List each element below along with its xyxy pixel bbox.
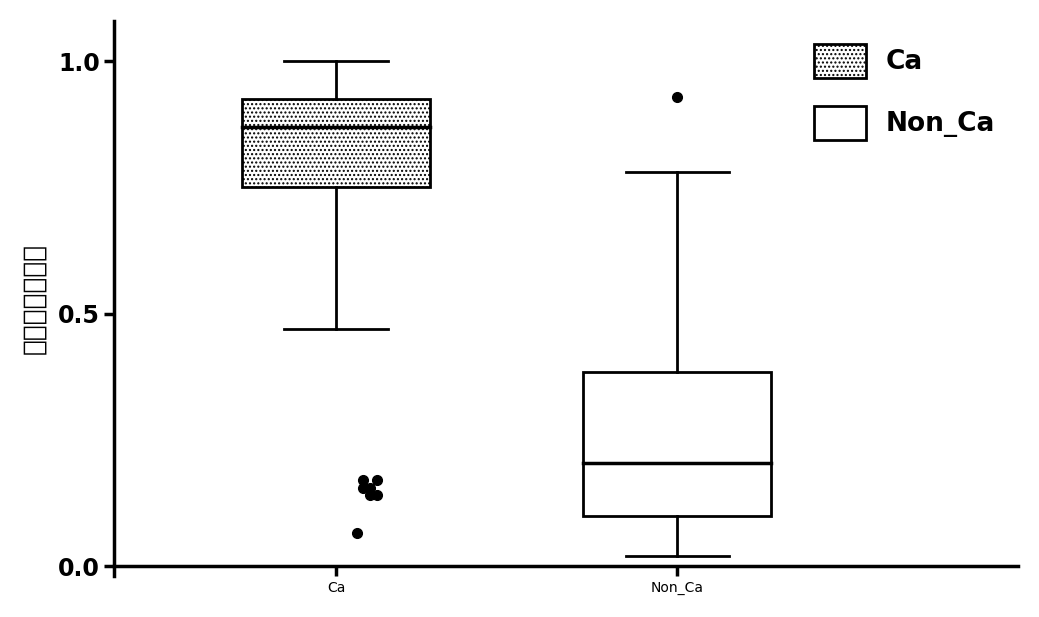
Y-axis label: 甲基化模型得分: 甲基化模型得分 — [21, 243, 47, 354]
Bar — [583, 371, 771, 516]
Legend: Ca, Non_Ca: Ca, Non_Ca — [802, 33, 1007, 151]
Bar — [242, 99, 430, 188]
